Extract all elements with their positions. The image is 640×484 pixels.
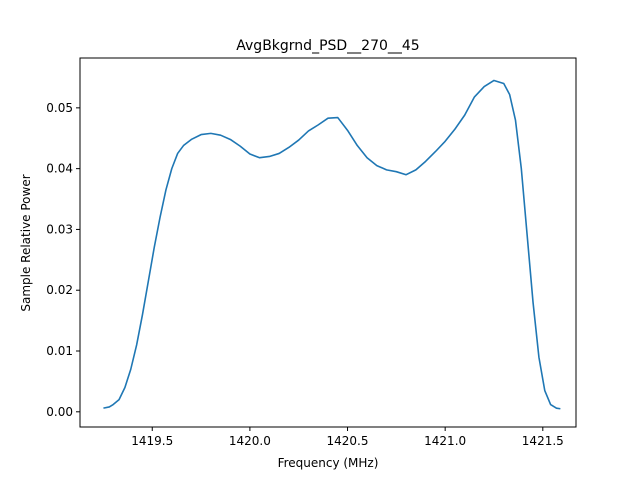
x-tick-label: 1419.5	[131, 434, 173, 448]
axes-frame	[79, 57, 577, 428]
x-axis-label: Frequency (MHz)	[278, 456, 379, 470]
x-axis: 1419.5 1420.0 1420.5 1421.0 1421.5	[131, 427, 564, 448]
y-axis: 0.00 0.01 0.02 0.03 0.04 0.05	[46, 101, 80, 419]
y-axis-label: Sample Relative Power	[19, 174, 33, 311]
y-tick-label: 0.02	[46, 283, 73, 297]
x-tick-label: 1421.5	[522, 434, 564, 448]
x-tick-label: 1421.0	[424, 434, 466, 448]
y-tick-label: 0.01	[46, 344, 73, 358]
y-tick-label: 0.04	[46, 162, 73, 176]
x-tick-label: 1420.5	[327, 434, 369, 448]
y-tick-label: 0.00	[46, 405, 73, 419]
plot-area	[103, 79, 561, 410]
x-tick-label: 1420.0	[229, 434, 271, 448]
chart-title: AvgBkgrnd_PSD__270__45	[236, 38, 419, 54]
series-line-0	[103, 79, 561, 410]
y-tick-label: 0.03	[46, 222, 73, 236]
y-tick-label: 0.05	[46, 101, 73, 115]
